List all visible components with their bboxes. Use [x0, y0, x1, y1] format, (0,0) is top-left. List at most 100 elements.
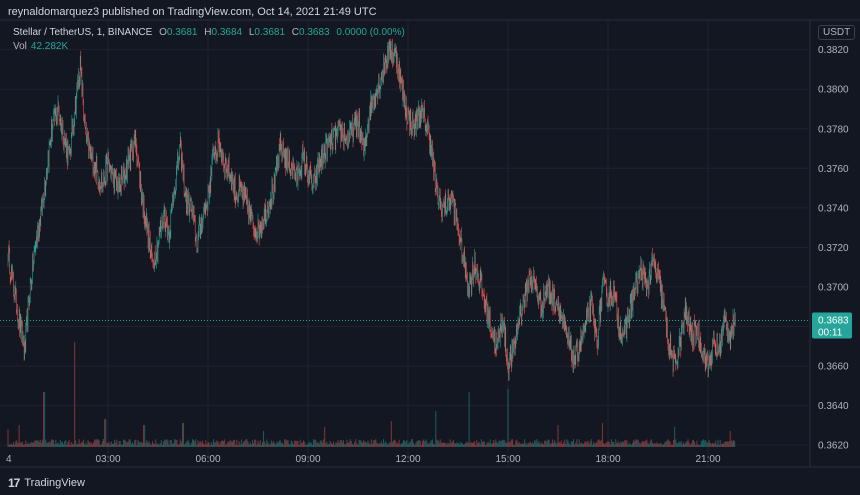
volume-bar	[708, 439, 710, 447]
volume-bar	[545, 440, 547, 447]
volume-bar	[434, 444, 436, 447]
volume-bar	[78, 439, 80, 447]
volume-bar	[121, 444, 123, 447]
volume-bar	[676, 443, 678, 447]
volume-bar	[268, 444, 270, 447]
volume-bar	[141, 442, 143, 447]
volume-bar	[33, 442, 35, 447]
volume-bar	[477, 443, 479, 447]
volume-bar	[584, 442, 586, 447]
volume-bar	[501, 439, 503, 447]
volume-bar	[233, 439, 235, 447]
volume-bar	[59, 439, 61, 447]
volume-bar	[21, 441, 23, 447]
volume-bar	[16, 440, 18, 447]
volume-bar	[486, 443, 488, 447]
volume-bar	[564, 439, 566, 447]
volume-bar	[259, 440, 261, 447]
volume-bar	[15, 441, 17, 447]
volume-bar	[103, 439, 105, 447]
volume-bar	[101, 441, 103, 447]
volume-bar	[656, 442, 658, 447]
volume-bar	[126, 442, 128, 447]
volume-bar	[24, 444, 26, 447]
volume-bar	[223, 441, 225, 447]
volume-bar	[231, 441, 233, 447]
volume-bar	[88, 441, 90, 447]
volume-bar	[340, 439, 342, 447]
volume-bar	[216, 440, 218, 447]
volume-bar	[46, 442, 48, 447]
volume-bar	[336, 442, 338, 447]
volume-bar	[201, 440, 203, 447]
volume-bar	[169, 439, 171, 447]
volume-bar	[713, 443, 715, 447]
volume-bar	[568, 443, 570, 447]
volume-bar	[613, 441, 615, 447]
volume-bar	[258, 443, 260, 447]
volume-bar	[269, 443, 271, 447]
volume-bar	[653, 443, 655, 447]
volume-bar	[534, 440, 536, 447]
volume-bar	[504, 440, 506, 447]
volume-bar	[698, 444, 700, 447]
volume-bar	[640, 442, 642, 447]
volume-bar	[520, 443, 522, 447]
volume-bar	[375, 439, 377, 447]
volume-bar	[535, 441, 537, 447]
volume-bar	[278, 440, 280, 447]
volume-bar	[523, 443, 525, 447]
volume-bar	[628, 442, 630, 447]
volume-bar	[124, 439, 126, 447]
volume-bar	[491, 443, 493, 447]
volume-bar	[693, 439, 695, 447]
volume-bar	[328, 443, 330, 447]
volume-bar	[650, 439, 652, 447]
volume-bar	[289, 444, 291, 447]
volume-bar	[94, 439, 96, 447]
y-tick-label: 0.3780	[818, 124, 849, 135]
volume-bar	[646, 439, 648, 447]
volume-bar	[529, 441, 531, 447]
volume-value: 42.282K	[30, 41, 69, 52]
volume-bar	[307, 443, 309, 447]
volume-bar	[267, 442, 269, 447]
volume-bar	[90, 442, 92, 447]
volume-bar	[609, 444, 611, 447]
volume-bar	[348, 441, 350, 447]
volume-bar	[700, 440, 702, 447]
y-tick-label: 0.3620	[818, 441, 849, 452]
volume-bar	[357, 444, 359, 447]
symbol-name[interactable]: Stellar / TetherUS, 1, BINANCE	[13, 27, 153, 38]
tradingview-brand[interactable]: 17 TradingView	[8, 476, 85, 490]
volume-bar	[524, 439, 526, 447]
currency-unit-button[interactable]: USDT	[818, 25, 856, 40]
volume-bar	[190, 442, 192, 447]
volume-bar	[686, 441, 688, 447]
volume-bar	[191, 439, 193, 447]
volume-bar	[230, 441, 232, 447]
volume-bar	[299, 439, 301, 447]
volume-bar	[614, 444, 616, 447]
volume-bar	[464, 443, 466, 447]
volume-bar	[115, 442, 117, 447]
volume-bar	[544, 440, 546, 447]
volume-bar	[641, 441, 643, 447]
volume-bar	[127, 441, 129, 447]
volume-bar	[498, 440, 500, 447]
volume-bar	[283, 444, 285, 447]
volume-bar	[494, 442, 496, 447]
volume-bar	[554, 439, 556, 447]
volume-bar	[385, 441, 387, 447]
volume-bar	[337, 440, 339, 447]
volume-bar	[398, 439, 400, 447]
volume-bar	[428, 442, 430, 447]
volume-bar	[493, 440, 495, 447]
volume-bar	[280, 442, 282, 447]
volume-bar	[371, 443, 373, 447]
volume-bar	[123, 439, 125, 447]
volume-bar	[714, 442, 716, 447]
volume-bar	[600, 439, 602, 447]
change-value: 0.0000 (0.00%)	[336, 27, 405, 38]
